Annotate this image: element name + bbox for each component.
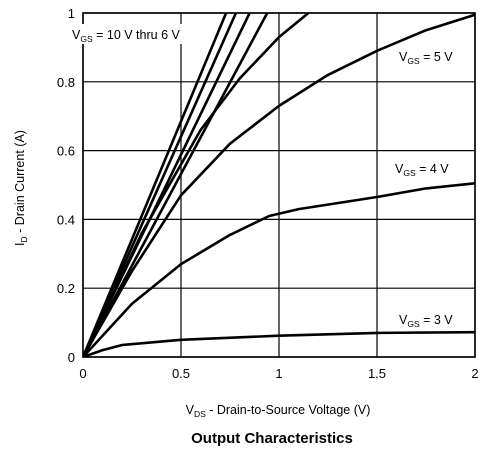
x-tick-label-0: 0 [79, 366, 86, 381]
x-axis-label-rest: - Drain-to-Source Voltage (V) [206, 403, 371, 417]
y-tick-label-1: 0.2 [57, 281, 75, 296]
x-axis-label: VDS - Drain-to-Source Voltage (V) [186, 403, 371, 419]
annotation-2-sub: GS [407, 56, 420, 66]
y-tick-label-3: 0.6 [57, 144, 75, 159]
annotation-vgs-3: VGS = 3 V [399, 313, 453, 329]
x-tick-label-3: 1.5 [368, 366, 386, 381]
y-tick-label-4: 0.8 [57, 75, 75, 90]
x-axis-label-sub: DS [194, 409, 206, 419]
annotation-vgs-4: VGS = 4 V [395, 162, 449, 178]
chart-title: Output Characteristics [191, 430, 353, 447]
series-line-4 [83, 13, 267, 357]
x-tick-label-4: 2 [471, 366, 478, 381]
x-tick-label-2: 1 [275, 366, 282, 381]
annotations: VGS = 10 V thru 6 V VGS = 5 V VGS = 4 V … [70, 24, 470, 329]
y-axis-label-rest: - Drain Current (A) [13, 130, 27, 236]
annotation-3-sub: GS [403, 168, 416, 178]
annotation-3-rest: = 4 V [416, 162, 450, 176]
annotation-1-sub: GS [80, 34, 93, 44]
series-line-1 [83, 13, 226, 357]
annotation-vgs-5: VGS = 5 V [399, 50, 453, 66]
y-tick-label-0: 0 [68, 350, 75, 365]
series-line-5 [83, 13, 308, 357]
y-tick-label-5: 1 [68, 6, 75, 21]
y-axis-label: ID - Drain Current (A) [13, 130, 29, 246]
y-tick-label-2: 0.4 [57, 212, 75, 227]
annotation-2-rest: = 5 V [420, 50, 454, 64]
annotation-4-rest: = 3 V [420, 313, 454, 327]
series-line-2 [83, 13, 236, 357]
annotation-4-sub: GS [407, 319, 420, 329]
x-tick-label-1: 0.5 [172, 366, 190, 381]
annotation-1-rest: = 10 V thru 6 V [93, 28, 181, 42]
